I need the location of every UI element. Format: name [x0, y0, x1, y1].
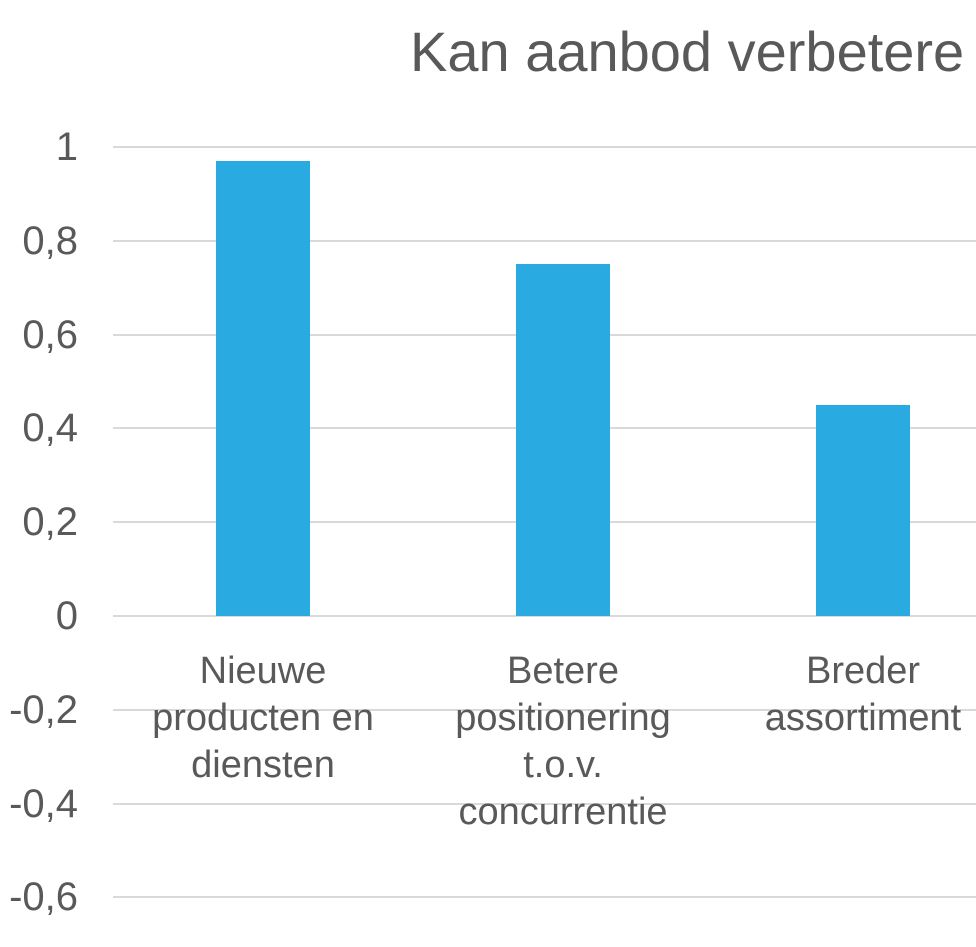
gridline--0,6	[113, 896, 976, 899]
bar-1	[216, 161, 310, 616]
bar-3	[816, 404, 910, 616]
y-axis-tick-label: 0,2	[22, 500, 78, 545]
gridline--0,2	[113, 708, 976, 711]
y-axis-tick-label: 0,8	[22, 218, 78, 263]
category-label-3: Breder assortiment	[764, 650, 962, 739]
category-label-1: Nieuwe producten en diensten	[152, 650, 374, 786]
category-label-2: Betere positionering t.o.v. concurrentie	[455, 650, 671, 833]
y-axis-tick-label: 0	[55, 594, 78, 638]
gridline--0,4	[113, 802, 976, 805]
y-axis-tick-label: 1	[55, 125, 78, 169]
chart-title: Kan aanbod verbetere	[410, 20, 965, 83]
gridline-0,8	[113, 239, 976, 242]
y-axis-tick-label: -0,2	[9, 687, 78, 732]
y-axis-tick-label: 0,6	[22, 312, 78, 357]
bar-2	[516, 264, 610, 616]
y-axis-tick-label: 0,4	[22, 406, 78, 451]
y-axis-tick-label: -0,4	[9, 781, 78, 826]
y-axis-tick-label: -0,6	[9, 875, 78, 920]
gridline-0	[113, 615, 976, 617]
gridline-1	[113, 146, 976, 148]
